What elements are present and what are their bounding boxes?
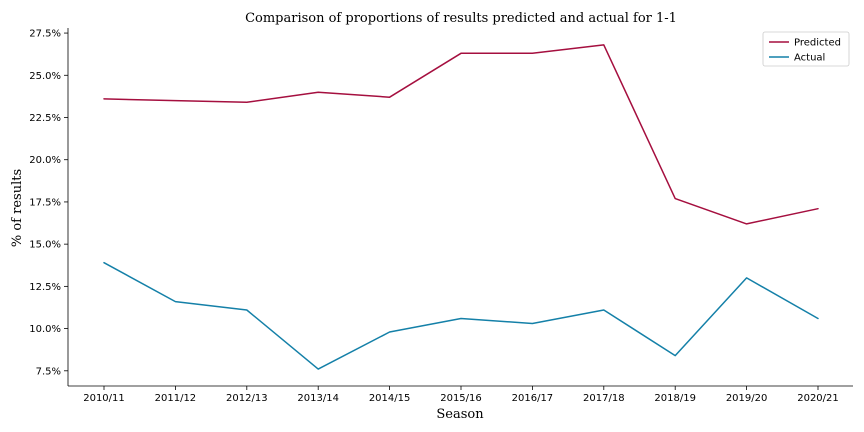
x-tick-label: 2013/14	[297, 393, 339, 404]
x-axis-label: Season	[436, 407, 484, 422]
y-tick-label: 15.0%	[29, 240, 61, 251]
plot-area: 7.5% 10.0% 12.5% 15.0% 17.5% 20.0% 22.5% 25.0% 2…	[29, 28, 853, 404]
x-tick-label: 2018/19	[654, 393, 696, 404]
x-tick-label: 2010/11	[83, 393, 125, 404]
y-tick-label: 10.0%	[29, 324, 61, 335]
chart-title: Comparison of proportions of results pre…	[245, 11, 677, 26]
legend-label-predicted: Predicted	[794, 38, 841, 49]
x-tick-label: 2015/16	[440, 393, 482, 404]
x-tick-label: 2011/12	[155, 393, 197, 404]
series-line-actual	[103, 261, 819, 370]
y-tick-label: 27.5%	[29, 29, 61, 40]
x-tick-label: 2016/17	[512, 393, 554, 404]
y-tick-label: 12.5%	[29, 282, 61, 293]
y-axis-label: % of results	[10, 169, 25, 247]
legend-label-actual: Actual	[794, 53, 825, 64]
x-tick-label: 2014/15	[369, 393, 411, 404]
x-tick-label: 2019/20	[726, 393, 768, 404]
y-tick-label: 17.5%	[29, 197, 61, 208]
y-tick-label: 7.5%	[36, 366, 61, 377]
y-tick-label: 20.0%	[29, 155, 61, 166]
y-tick-label: 22.5%	[29, 113, 61, 124]
x-tick-label: 2017/18	[583, 393, 625, 404]
series-line-predicted	[103, 44, 819, 225]
x-tick-label: 2012/13	[226, 393, 268, 404]
y-tick-label: 25.0%	[29, 71, 61, 82]
x-tick-label: 2020/21	[797, 393, 839, 404]
legend: Predicted Actual	[762, 31, 850, 67]
